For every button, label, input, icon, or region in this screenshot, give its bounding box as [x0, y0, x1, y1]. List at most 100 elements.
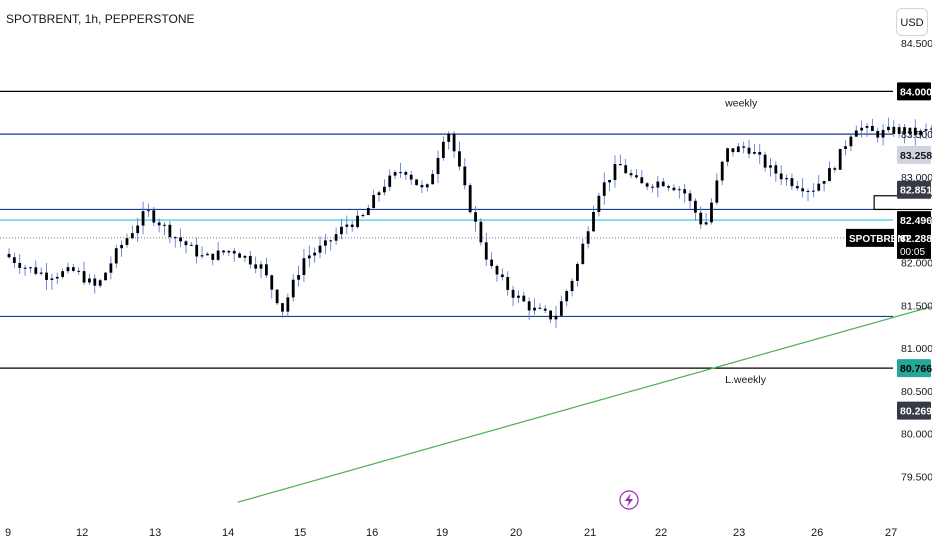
candle [77, 270, 81, 272]
candle [629, 173, 633, 176]
candle [61, 271, 65, 277]
candle [710, 202, 713, 223]
y-tick-label: 81.500 [901, 300, 932, 312]
current-price-tag-bg [897, 228, 931, 259]
candle [114, 248, 118, 264]
candle [458, 151, 461, 167]
candle [184, 241, 188, 246]
candle [388, 175, 392, 187]
candle [624, 165, 628, 174]
candle [141, 211, 145, 226]
candle [179, 237, 182, 242]
candle [222, 250, 225, 253]
axis-price-label-bg [897, 145, 931, 164]
candle [795, 186, 799, 189]
candle [163, 224, 166, 226]
candle [887, 126, 890, 131]
candle [436, 157, 440, 175]
candle [415, 179, 418, 186]
candle [565, 291, 569, 302]
candle [500, 274, 504, 278]
candle [742, 146, 746, 148]
x-tick-label: 27 [885, 527, 897, 539]
x-tick-label: 21 [584, 527, 596, 539]
candle [645, 183, 649, 187]
candle [715, 180, 719, 203]
candle [817, 183, 821, 191]
candle [452, 133, 456, 152]
lightning-icon[interactable] [619, 490, 639, 510]
candle [447, 133, 451, 142]
candle [147, 210, 150, 212]
candle [597, 195, 601, 212]
lightning-glyph [625, 493, 633, 507]
candle [265, 264, 268, 276]
candle [136, 225, 140, 234]
candle [409, 174, 413, 180]
candle [876, 131, 880, 138]
candle [98, 280, 102, 286]
trendline[interactable] [237, 156, 932, 503]
candle [667, 186, 670, 188]
candle [286, 297, 290, 312]
candle [227, 250, 231, 253]
candle [635, 175, 638, 178]
candle [833, 168, 837, 170]
candle [533, 307, 536, 311]
x-tick-label: 13 [149, 527, 161, 539]
candle [168, 224, 172, 238]
candle [291, 279, 295, 298]
candle [892, 126, 896, 134]
candle [350, 224, 354, 228]
candle [592, 211, 595, 232]
candle [441, 141, 445, 158]
candle [259, 264, 263, 269]
candle [495, 265, 499, 275]
candle [125, 238, 129, 245]
candle [849, 136, 853, 147]
candle [790, 178, 794, 187]
candle [774, 165, 778, 174]
candle [913, 127, 917, 136]
candle [581, 243, 585, 264]
candle [281, 303, 284, 312]
y-tick-label: 80.500 [901, 386, 932, 398]
level-annotation: L.weekly [725, 374, 767, 386]
currency-button[interactable]: USD [896, 8, 928, 36]
candle [66, 267, 70, 272]
candle [206, 253, 209, 256]
candle [152, 210, 156, 223]
candle [661, 181, 665, 187]
candle [399, 172, 402, 174]
candle [340, 226, 343, 235]
candle [211, 253, 215, 260]
candle [420, 185, 424, 188]
candle [608, 179, 611, 183]
candle [720, 161, 724, 181]
candle [651, 186, 654, 188]
candle [23, 267, 27, 269]
candle [318, 245, 322, 253]
candle [270, 275, 274, 290]
candle [393, 172, 397, 176]
candle [243, 255, 247, 258]
candle [779, 173, 783, 180]
candle [924, 129, 928, 131]
candle [844, 146, 847, 149]
consolidation-box[interactable] [873, 195, 932, 211]
candle [828, 168, 831, 182]
candle [468, 185, 472, 213]
candle [50, 278, 54, 280]
candle [189, 244, 193, 246]
candle [254, 264, 258, 269]
candle [366, 208, 370, 216]
candle [785, 178, 788, 180]
candle [736, 146, 740, 153]
axis-price-label: 82.851 [900, 185, 932, 197]
axis-price-label: 83.258 [900, 150, 932, 162]
candle [377, 192, 381, 196]
candle [865, 125, 869, 128]
candle [903, 127, 906, 134]
level-price-label: 80.766 [900, 363, 932, 375]
